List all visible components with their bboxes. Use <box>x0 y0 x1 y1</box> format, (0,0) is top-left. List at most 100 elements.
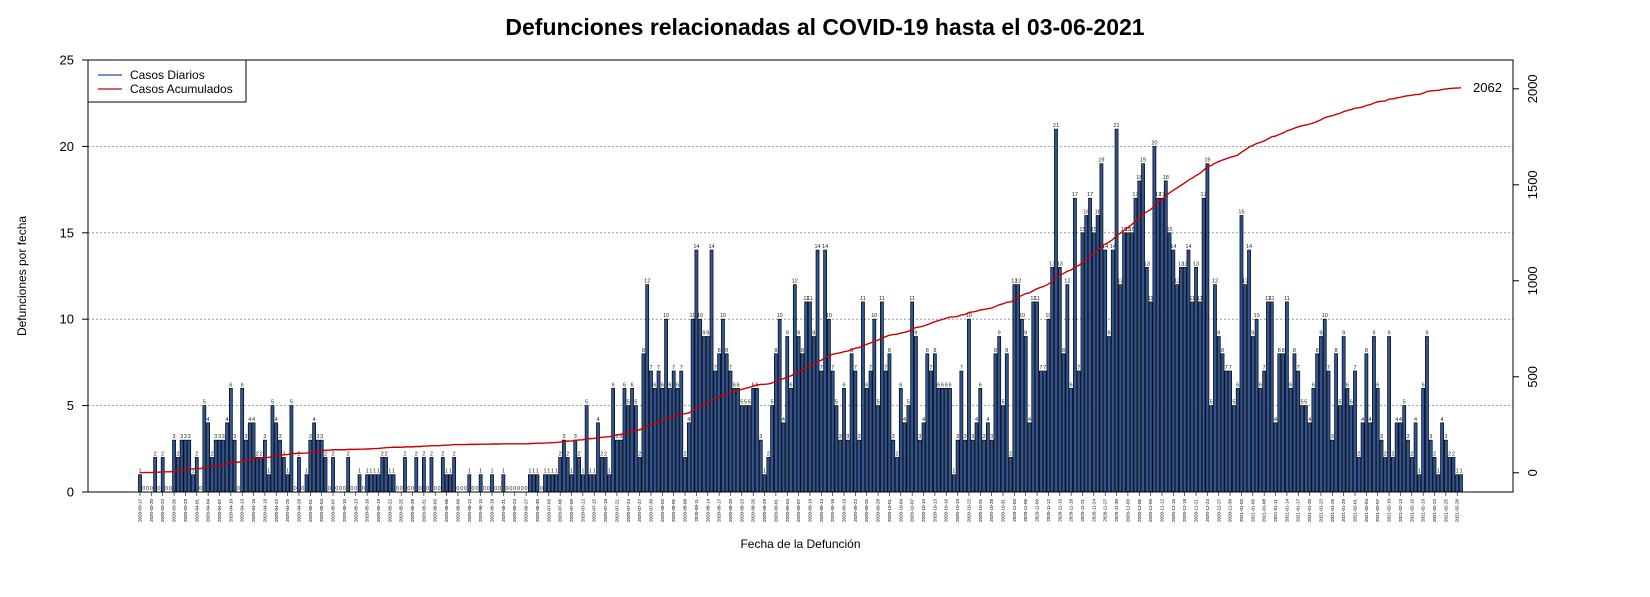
x-tick-label: 2020-05-07 <box>331 499 336 523</box>
x-tick-label: 2021-01-05 <box>1250 499 1255 523</box>
bar <box>1345 387 1350 493</box>
bar-value-label: 8 <box>850 348 853 354</box>
legend-label-cumulative: Casos Acumulados <box>130 82 233 96</box>
bar <box>770 405 774 493</box>
x-tick-label: 2020-03-20 <box>149 499 154 523</box>
x-tick-label: 2020-04-04 <box>206 499 211 523</box>
bar-value-label: 0 <box>460 486 463 492</box>
bar-value-label: 7 <box>930 365 933 371</box>
bar <box>1307 422 1312 493</box>
bar <box>202 405 207 493</box>
y-tick-label: 0 <box>67 485 74 500</box>
x-tick-label: 2020-09-04 <box>785 499 790 523</box>
bar-value-label: 1 <box>952 469 955 475</box>
bar <box>467 474 472 493</box>
bar-value-label: 4 <box>903 417 906 423</box>
bar-value-label: 0 <box>434 486 437 492</box>
bar <box>955 439 960 493</box>
bar-value-label: 3 <box>615 434 618 440</box>
bar-value-label: 5 <box>748 400 751 406</box>
bar-value-label: 3 <box>971 434 974 440</box>
bar-value-label: 5 <box>1403 400 1406 406</box>
bar <box>766 457 771 493</box>
bar <box>1447 457 1452 493</box>
bar <box>1126 232 1130 493</box>
bar <box>1023 336 1028 493</box>
bar <box>281 457 286 493</box>
bar-value-label: 14 <box>693 244 699 250</box>
bar-value-label: 8 <box>926 348 929 354</box>
bar-value-label: 2 <box>638 451 641 457</box>
bar-value-label: 11 <box>1269 296 1275 302</box>
x-tick-label: 2021-01-02 <box>1239 499 1244 523</box>
bar <box>490 474 494 493</box>
x-tick-label: 2020-12-30 <box>1228 499 1233 523</box>
x-tick-label: 2020-08-02 <box>660 499 665 523</box>
bar <box>777 318 782 493</box>
bar <box>1216 336 1221 493</box>
bar <box>221 439 226 493</box>
bar-value-label: 10 <box>720 313 726 319</box>
bar <box>384 457 388 493</box>
bar-value-label: 0 <box>146 486 149 492</box>
bar <box>1372 336 1376 493</box>
bar <box>861 301 865 493</box>
bar-value-label: 7 <box>1225 365 1228 371</box>
x-tick-label: 2020-12-15 <box>1171 499 1176 523</box>
bar-value-label: 16 <box>1238 210 1244 216</box>
bar <box>175 457 180 493</box>
bar-value-label: 7 <box>854 365 857 371</box>
bar-value-label: 0 <box>517 486 520 492</box>
bar-value-label: 1 <box>1456 469 1459 475</box>
bar-value-label: 14 <box>1102 244 1108 250</box>
bar <box>369 474 373 493</box>
bar <box>664 318 668 493</box>
bar <box>1443 439 1448 493</box>
bar-value-label: 3 <box>759 434 762 440</box>
bar <box>917 439 922 493</box>
bar-value-label: 6 <box>733 382 736 388</box>
bar-value-label: 2 <box>1391 451 1394 457</box>
bar-value-label: 5 <box>627 400 630 406</box>
x-tick-label: 2021-01-23 <box>1318 499 1323 523</box>
bar-value-label: 9 <box>1388 330 1391 336</box>
bar <box>1035 301 1039 493</box>
bar-value-label: 6 <box>842 382 845 388</box>
bar-value-label: 0 <box>411 486 414 492</box>
x-tick-label: 2020-04-01 <box>194 499 199 523</box>
y2-tick-label: 2000 <box>1525 74 1540 103</box>
x-tick-label: 2021-01-29 <box>1341 499 1346 523</box>
bar <box>240 387 245 493</box>
bar <box>210 457 214 493</box>
bar <box>1095 215 1100 493</box>
bar <box>1171 249 1176 493</box>
bar <box>1008 457 1013 493</box>
x-tick-label: 2020-11-06 <box>1023 499 1028 522</box>
bar-value-label: 10 <box>966 313 972 319</box>
bar <box>1417 474 1422 493</box>
x-tick-label: 2021-02-01 <box>1353 499 1358 523</box>
x-tick-label: 2020-06-18 <box>490 499 495 523</box>
bar-value-label: 11 <box>879 296 885 302</box>
bar-value-label: 7 <box>680 365 683 371</box>
bar-value-label: 3 <box>184 434 187 440</box>
bar <box>1031 301 1036 493</box>
bar-value-label: 1 <box>305 469 308 475</box>
bar-value-label: 13 <box>1178 261 1184 267</box>
bar <box>380 457 385 493</box>
bar <box>1201 197 1206 493</box>
bar <box>1319 336 1323 493</box>
bar-value-label: 5 <box>203 400 206 406</box>
bar-value-label: 0 <box>540 486 543 492</box>
bar-value-label: 2 <box>1384 451 1387 457</box>
bar-value-label: 1 <box>445 469 448 475</box>
bar <box>1375 387 1380 493</box>
bar <box>615 439 619 493</box>
y-tick-label: 25 <box>60 53 74 68</box>
bar <box>403 457 407 493</box>
bar-value-label: 7 <box>820 365 823 371</box>
x-tick-label: 2020-04-07 <box>217 499 222 523</box>
bar <box>929 370 933 493</box>
bar-value-label: 7 <box>672 365 675 371</box>
bar <box>414 457 419 493</box>
